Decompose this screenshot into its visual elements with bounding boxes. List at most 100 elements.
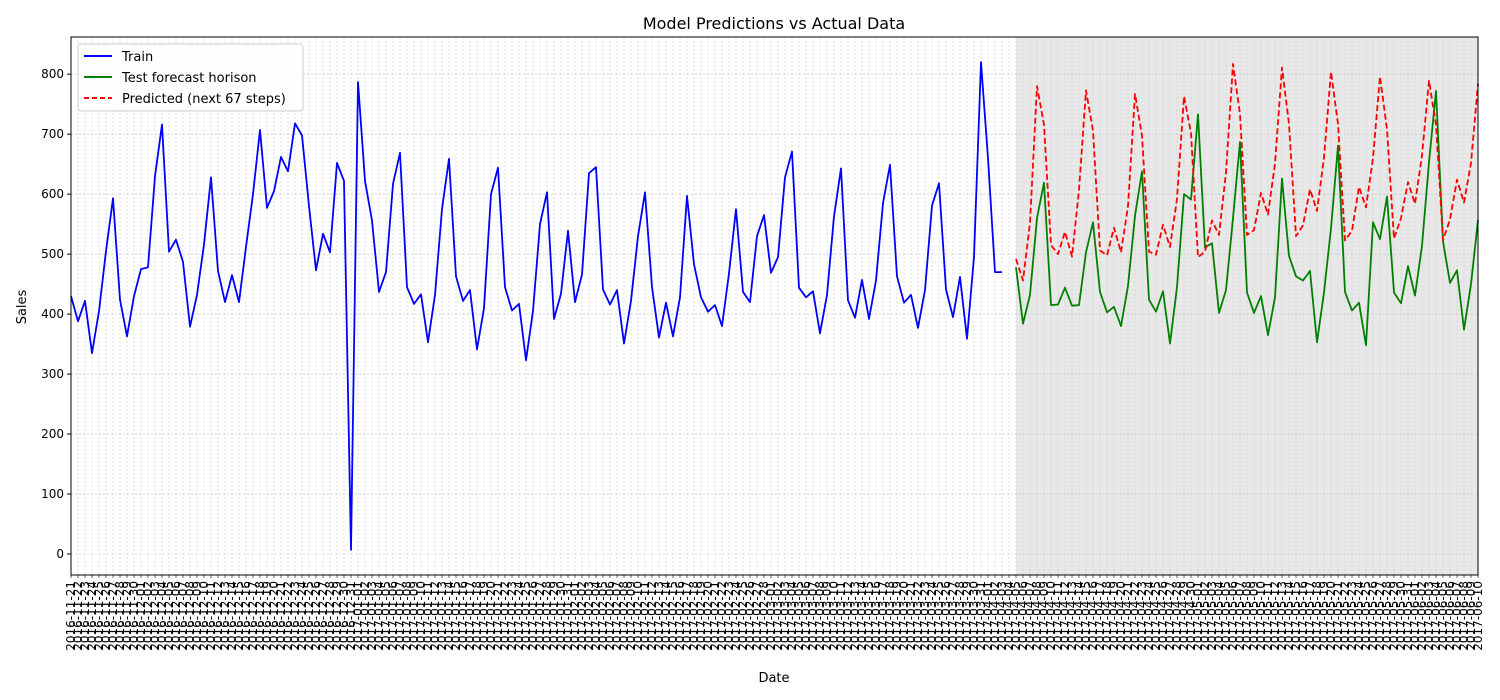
x-tick-label: 2017-05-28: [1380, 581, 1394, 651]
x-tick-label: 2017-04-11: [1051, 581, 1065, 651]
x-tick-label: 2016-12-07: [176, 581, 190, 651]
x-tick-label: 2017-05-12: [1268, 581, 1282, 651]
x-tick-label: 2017-05-03: [1205, 581, 1219, 651]
x-tick-label: 2017-02-21: [708, 581, 722, 651]
x-tick-label: 2017-01-11: [421, 581, 435, 651]
x-tick-label: 2017-03-17: [876, 581, 890, 651]
x-tick-label: 2017-03-30: [967, 581, 981, 651]
x-tick-label: 2017-04-10: [1044, 581, 1058, 651]
x-tick-label: 2017-04-12: [1058, 581, 1072, 651]
x-tick-label: 2016-12-04: [155, 581, 169, 651]
x-tick-label: 2017-03-28: [953, 581, 967, 651]
x-tick-label: 2016-12-01: [134, 581, 148, 651]
x-tick-label: 2017-01-29: [547, 581, 561, 651]
x-tick-label: 2017-05-13: [1275, 581, 1289, 651]
grid: [70, 37, 1479, 575]
x-tick-label: 2017-01-05: [379, 581, 393, 651]
x-tick-label: 2017-03-06: [799, 581, 813, 651]
x-tick-label: 2016-12-29: [330, 581, 344, 651]
x-tick-label: 2016-12-13: [218, 581, 232, 651]
y-tick-label: 500: [41, 247, 64, 261]
x-tick-label: 2017-02-28: [757, 581, 771, 651]
x-tick-label: 2017-02-12: [645, 581, 659, 651]
x-tick-label: 2016-12-14: [225, 581, 239, 651]
legend: Train Test forecast horison Predicted (n…: [77, 43, 304, 112]
x-tick-label: 2016-12-20: [267, 581, 281, 651]
legend-label-predicted: Predicted (next 67 steps): [122, 92, 286, 107]
series-line-test-forecast-horison: [1015, 90, 1479, 347]
x-tick-label: 2017-03-07: [806, 581, 820, 651]
x-tick-label: 2017-01-31: [561, 581, 575, 651]
plot-frame: [70, 36, 1479, 576]
x-tick-label: 2017-06-09: [1464, 581, 1478, 651]
x-tick-label: 2017-03-13: [848, 581, 862, 651]
x-tick-label: 2017-02-24: [729, 581, 743, 651]
x-tick-label: 2017-01-20: [484, 581, 498, 651]
x-tick-label: 2017-01-27: [533, 581, 547, 651]
x-tick-label: 2016-12-12: [211, 581, 225, 651]
x-tick-label: 2017-01-28: [540, 581, 554, 651]
x-tick-label: 2017-04-26: [1156, 581, 1170, 651]
x-tick-label: 2017-01-19: [477, 581, 491, 651]
x-tick-label: 2017-06-07: [1450, 581, 1464, 651]
x-tick-label: 2017-04-16: [1086, 581, 1100, 651]
x-tick-label: 2017-05-10: [1254, 581, 1268, 651]
x-tick-label: 2017-03-09: [820, 581, 834, 651]
x-tick-label: 2017-01-24: [512, 581, 526, 651]
x-tick-label: 2017-05-02: [1198, 581, 1212, 651]
x-tick-label: 2017-04-17: [1093, 581, 1107, 651]
x-tick-label: 2017-05-27: [1373, 581, 1387, 651]
x-tick-label: 2017-03-04: [785, 581, 799, 651]
x-tick-label: 2017-01-04: [372, 581, 386, 651]
x-tick-label: 2017-05-21: [1331, 581, 1345, 651]
x-tick-label: 2017-04-14: [1072, 581, 1086, 651]
x-tick-label: 2017-01-12: [428, 581, 442, 651]
x-tick-label: 2017-04-05: [1009, 581, 1023, 651]
x-tick-label: 2017-03-26: [939, 581, 953, 651]
x-tick-label: 2017-06-08: [1457, 581, 1471, 651]
x-tick-label: 2017-05-30: [1394, 581, 1408, 651]
x-tick-label: 2017-05-01: [1191, 581, 1205, 651]
x-tick-label: 2016-12-11: [204, 581, 218, 651]
x-tick-label: 2016-12-06: [169, 581, 183, 651]
x-tick-label: 2016-12-18: [253, 581, 267, 651]
x-tick-label: 2017-05-11: [1261, 581, 1275, 651]
x-tick-label: 2017-01-02: [358, 581, 372, 651]
x-tick-label: 2017-03-31: [974, 581, 988, 651]
x-tick-label: 2017-06-10: [1471, 581, 1485, 651]
x-axis-ticks: 2016-11-212016-11-222016-11-232016-11-24…: [64, 575, 1485, 651]
x-tick-label: 2017-06-01: [1408, 581, 1422, 651]
x-tick-label: 2017-06-03: [1422, 581, 1436, 651]
y-tick-label: 800: [41, 67, 64, 81]
x-tick-label: 2017-01-08: [400, 581, 414, 651]
x-tick-label: 2017-04-04: [1002, 581, 1016, 651]
x-tick-label: 2017-01-17: [463, 581, 477, 651]
x-tick-label: 2017-03-18: [883, 581, 897, 651]
x-tick-label: 2017-05-08: [1240, 581, 1254, 651]
x-tick-label: 2017-05-22: [1338, 581, 1352, 651]
x-tick-label: 2017-03-19: [890, 581, 904, 651]
x-tick-label: 2017-04-30: [1184, 581, 1198, 651]
x-tick-label: 2017-03-12: [841, 581, 855, 651]
x-tick-label: 2016-12-25: [302, 581, 316, 651]
x-tick-label: 2016-11-27: [106, 581, 120, 651]
x-tick-label: 2016-11-26: [99, 581, 113, 651]
x-tick-label: 2016-12-03: [148, 581, 162, 651]
x-tick-label: 2017-04-01: [981, 581, 995, 651]
x-tick-label: 2017-02-19: [694, 581, 708, 651]
x-tick-label: 2017-05-14: [1282, 581, 1296, 651]
x-tick-label: 2017-05-23: [1345, 581, 1359, 651]
x-tick-label: 2016-12-17: [246, 581, 260, 651]
x-tick-label: 2017-04-29: [1177, 581, 1191, 651]
x-tick-label: 2017-02-08: [617, 581, 631, 651]
x-tick-label: 2017-02-02: [575, 581, 589, 651]
x-tick-label: 2017-03-11: [834, 581, 848, 651]
x-tick-label: 2017-02-22: [715, 581, 729, 651]
x-tick-label: 2017-04-19: [1107, 581, 1121, 651]
x-tick-label: 2017-03-05: [792, 581, 806, 651]
x-tick-label: 2017-05-25: [1359, 581, 1373, 651]
x-tick-label: 2017-04-22: [1128, 581, 1142, 651]
x-tick-label: 2016-11-22: [71, 581, 85, 651]
x-tick-label: 2017-01-14: [442, 581, 456, 651]
x-tick-label: 2017-01-25: [519, 581, 533, 651]
